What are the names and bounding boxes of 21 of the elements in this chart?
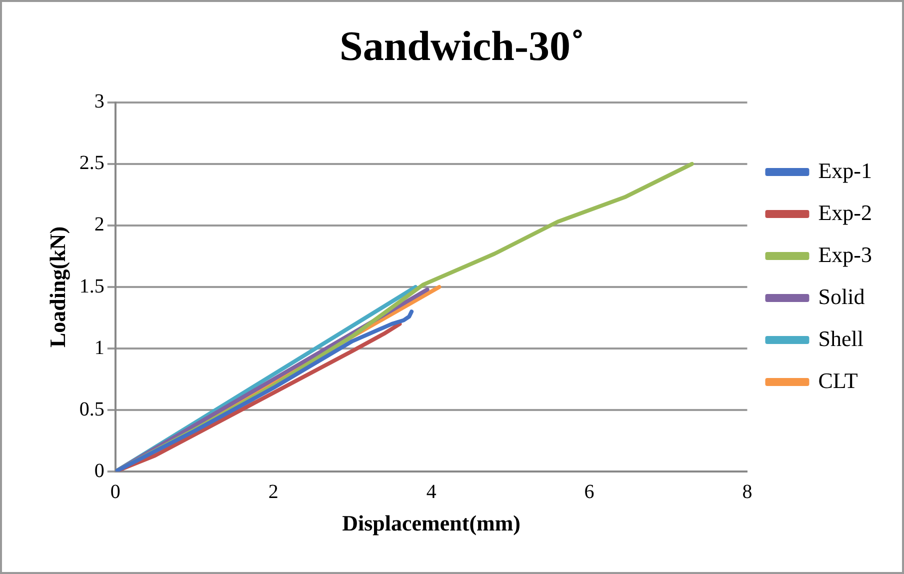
legend-label: Exp-3	[818, 242, 872, 267]
y-tick-label: 1	[94, 336, 104, 359]
x-tick-label: 2	[268, 480, 278, 503]
y-tick-label: 0.5	[79, 398, 104, 420]
x-tick-label: 8	[742, 480, 752, 503]
y-axis-title: Loading(kN)	[44, 226, 70, 348]
x-tick-label: 0	[110, 480, 120, 503]
x-tick-label: 4	[426, 480, 436, 503]
y-tick-label: 1.5	[79, 275, 104, 298]
y-tick-label: 3	[94, 90, 104, 113]
legend-label: Exp-2	[818, 200, 872, 225]
legend-label: CLT	[818, 368, 858, 393]
y-tick-label: 0	[94, 460, 104, 482]
legend-label: Solid	[818, 284, 865, 309]
chart-title: Sandwich-30˚	[339, 24, 585, 70]
y-tick-label: 2	[94, 214, 104, 236]
y-tick-label: 2.5	[79, 152, 104, 174]
x-tick-label: 6	[584, 480, 594, 503]
legend-label: Exp-1	[818, 158, 872, 183]
x-axis-title: Displacement(mm)	[342, 510, 521, 536]
legend-label: Shell	[818, 326, 864, 351]
